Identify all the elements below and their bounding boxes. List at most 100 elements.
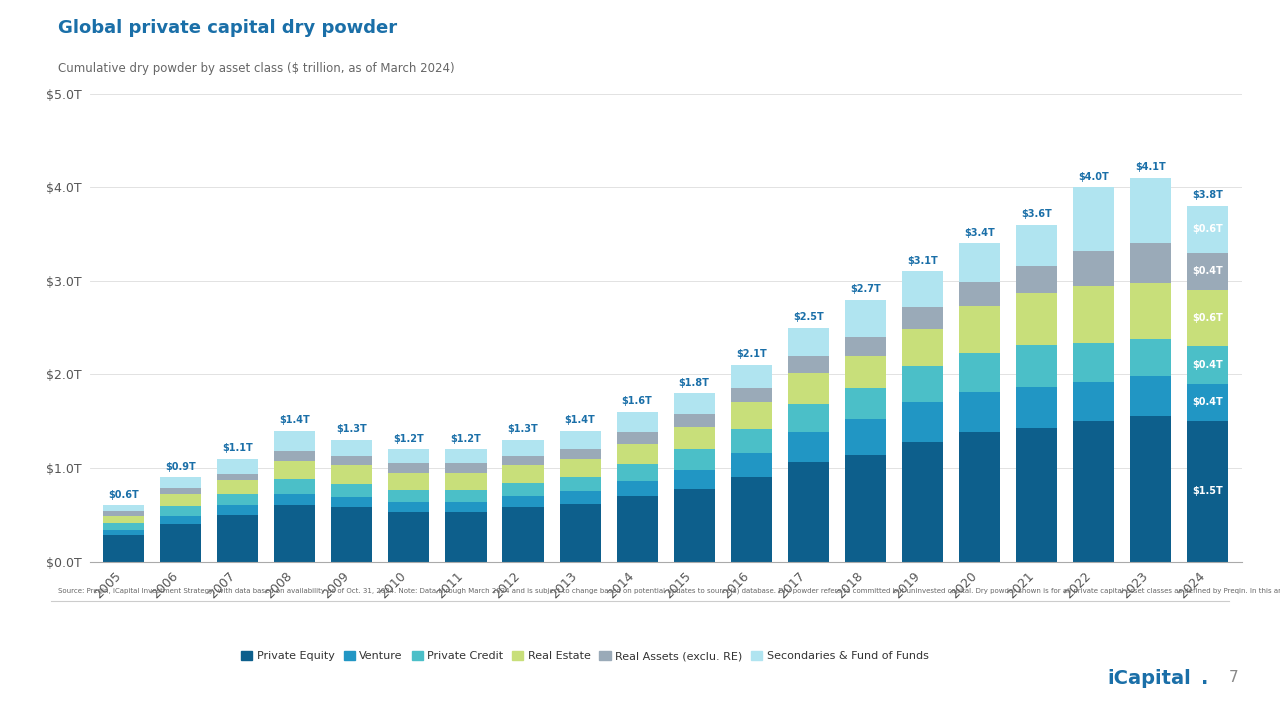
Bar [218, 494, 259, 505]
Bar [274, 505, 315, 562]
Bar [503, 456, 544, 465]
Bar [332, 508, 372, 562]
Bar [332, 497, 372, 508]
Bar [160, 477, 201, 487]
Bar [218, 474, 259, 480]
Bar [1130, 415, 1171, 562]
Bar [731, 453, 772, 477]
Bar [388, 512, 430, 562]
Bar [1130, 243, 1171, 283]
Bar [1130, 178, 1171, 243]
Bar [445, 464, 486, 472]
Bar [673, 427, 714, 449]
Bar [845, 300, 886, 337]
Bar [787, 433, 828, 462]
Bar [503, 465, 544, 483]
Text: $0.4T: $0.4T [1192, 360, 1222, 370]
Bar [104, 523, 145, 530]
Bar [731, 387, 772, 402]
Bar [901, 402, 943, 442]
Bar [160, 494, 201, 506]
Bar [959, 243, 1000, 282]
Bar [617, 496, 658, 562]
Text: $4.0T: $4.0T [1078, 171, 1108, 181]
Bar [274, 461, 315, 480]
Bar [731, 428, 772, 453]
Bar [1130, 377, 1171, 415]
Bar [388, 464, 430, 472]
Text: $4.1T: $4.1T [1135, 162, 1166, 172]
Text: $0.6T: $0.6T [109, 490, 140, 500]
Bar [559, 449, 600, 459]
Bar [1016, 225, 1057, 266]
Bar [901, 328, 943, 366]
Bar [1016, 266, 1057, 293]
Bar [845, 455, 886, 562]
Bar [959, 282, 1000, 306]
Legend: Private Equity, Venture, Private Credit, Real Estate, Real Assets (exclu. RE), S: Private Equity, Venture, Private Credit,… [237, 647, 933, 666]
Bar [901, 307, 943, 328]
Bar [104, 536, 145, 562]
Bar [445, 502, 486, 512]
Bar [332, 440, 372, 456]
Bar [617, 481, 658, 496]
Bar [1187, 421, 1228, 562]
Bar [617, 464, 658, 481]
Bar [104, 530, 145, 536]
Bar [388, 472, 430, 490]
Bar [1016, 428, 1057, 562]
Bar [673, 489, 714, 562]
Text: $1.4T: $1.4T [279, 415, 310, 425]
Text: 7: 7 [1229, 670, 1239, 685]
Bar [218, 515, 259, 562]
Text: $3.8T: $3.8T [1192, 190, 1222, 200]
Bar [959, 353, 1000, 392]
Bar [445, 449, 486, 464]
Bar [901, 442, 943, 562]
Bar [332, 465, 372, 484]
Text: $1.1T: $1.1T [223, 443, 253, 453]
Bar [901, 366, 943, 402]
Text: $0.4T: $0.4T [1192, 397, 1222, 408]
Bar [787, 356, 828, 372]
Text: $3.6T: $3.6T [1021, 209, 1052, 219]
Bar [503, 508, 544, 562]
Bar [160, 487, 201, 494]
Bar [1073, 251, 1114, 287]
Bar [731, 402, 772, 428]
Bar [274, 431, 315, 451]
Bar [673, 470, 714, 489]
Bar [845, 356, 886, 387]
Bar [901, 271, 943, 307]
Bar [1073, 382, 1114, 421]
Bar [559, 477, 600, 491]
Bar [787, 405, 828, 433]
Text: $1.6T: $1.6T [622, 396, 653, 406]
Bar [445, 490, 486, 502]
Bar [673, 414, 714, 427]
Bar [274, 480, 315, 494]
Bar [445, 472, 486, 490]
Text: Cumulative dry powder by asset class ($ trillion, as of March 2024): Cumulative dry powder by asset class ($ … [58, 62, 454, 75]
Bar [1073, 421, 1114, 562]
Bar [1073, 287, 1114, 343]
Bar [559, 459, 600, 477]
Bar [1130, 339, 1171, 377]
Bar [218, 480, 259, 494]
Text: $1.2T: $1.2T [451, 433, 481, 444]
Bar [388, 490, 430, 502]
Bar [959, 392, 1000, 433]
Bar [959, 306, 1000, 353]
Bar [104, 505, 145, 511]
Bar [1073, 187, 1114, 251]
Text: $3.4T: $3.4T [964, 228, 995, 238]
Bar [959, 433, 1000, 562]
Bar [845, 337, 886, 356]
Text: $1.5T: $1.5T [1192, 487, 1222, 496]
Text: $0.6T: $0.6T [1192, 313, 1222, 323]
Bar [1187, 384, 1228, 421]
Text: $0.4T: $0.4T [1192, 266, 1222, 276]
Bar [1016, 387, 1057, 428]
Text: $1.3T: $1.3T [508, 424, 539, 434]
Text: $2.5T: $2.5T [792, 312, 823, 322]
